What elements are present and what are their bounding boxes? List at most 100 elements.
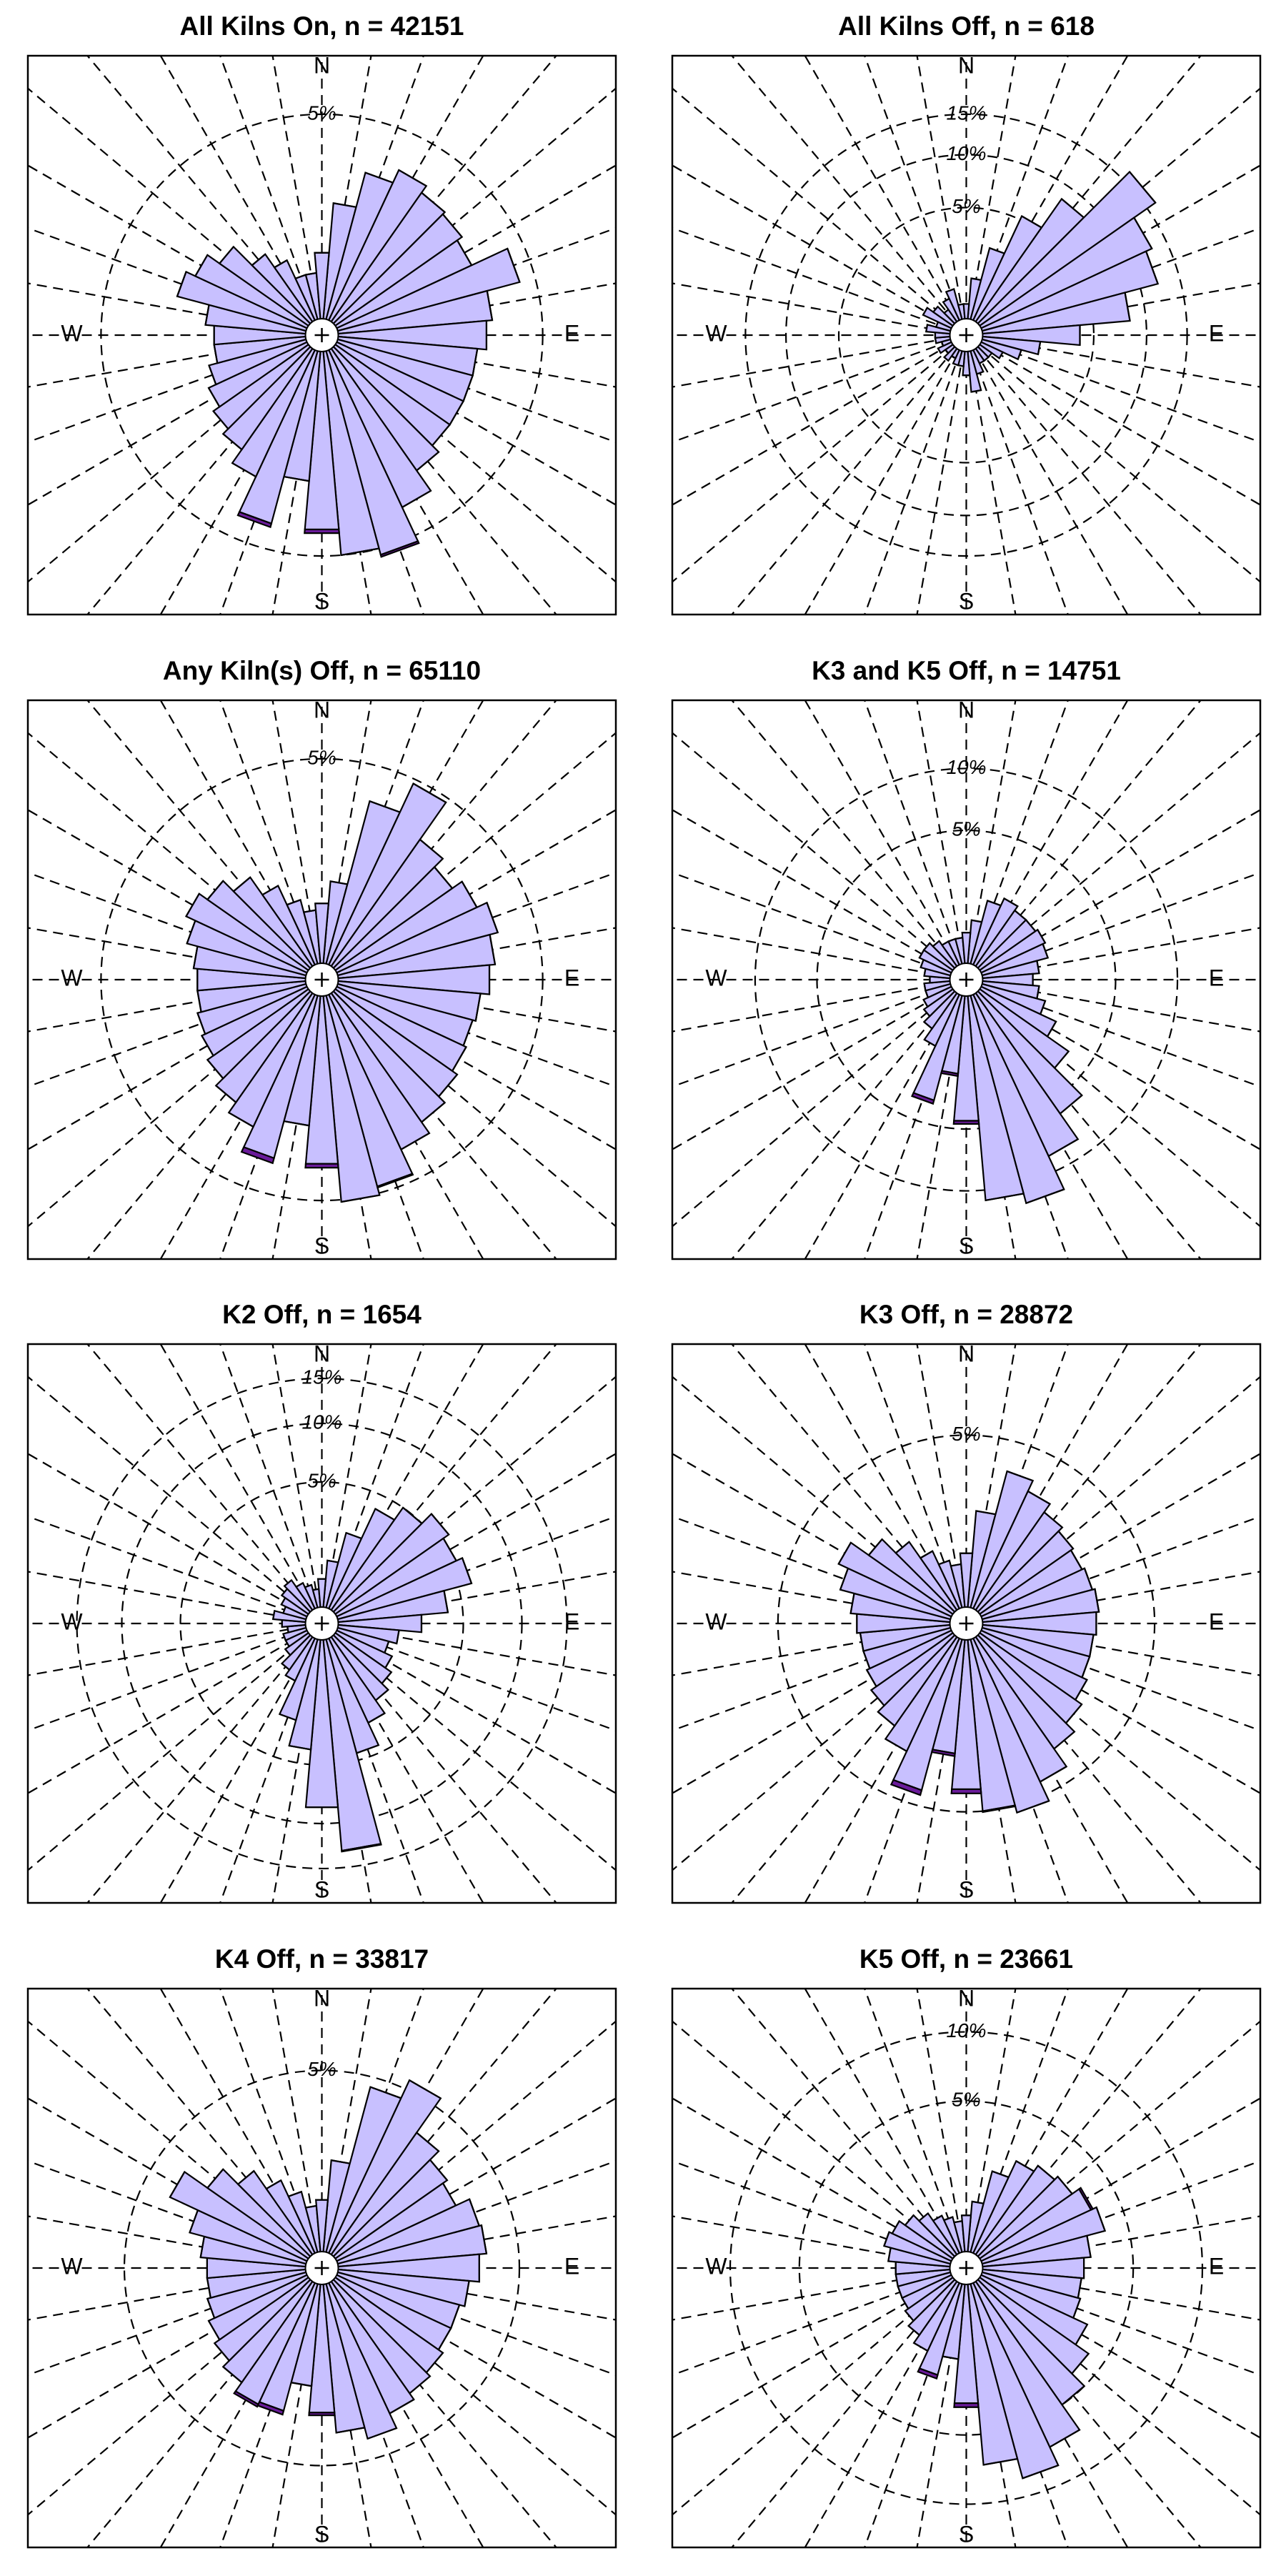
wind-bar [958,365,964,366]
plot-area: 5% 10% 15% [0,1205,741,2043]
compass-label: S [959,588,974,614]
wind-bar [309,2412,334,2415]
direction-spoke [1,1623,322,1893]
direction-spoke [179,1230,322,1623]
ring-label: 5% [952,195,980,217]
panel-title: Any Kiln(s) Off, n = 65110 [163,656,481,685]
ring-label: 10% [946,756,986,778]
ring-label: 5% [952,2089,980,2111]
direction-spoke [645,980,966,1249]
compass-label: E [564,1608,579,1634]
direction-spoke [0,1480,322,1623]
compass-label: S [959,2521,974,2547]
panel-title: K5 Off, n = 23661 [859,1944,1073,1974]
ring-label: 5% [307,2058,336,2080]
compass-label: E [1209,2253,1224,2279]
direction-spoke [572,836,966,980]
direction-spoke [0,1623,322,1767]
ring-label: 10% [946,2019,986,2042]
ring-label: 15% [301,1366,342,1388]
direction-spoke [572,192,966,335]
ring-label: 5% [307,746,336,768]
compass-label: E [1209,1608,1224,1634]
direction-spoke [823,0,967,335]
wind-bar [287,1626,288,1632]
ring-label: 15% [946,101,986,124]
plot-area: 5% 10% [547,561,1286,1399]
ring-label: 10% [946,142,986,164]
direction-spoke [1,1354,322,1623]
panel-title: K3 Off, n = 28872 [859,1300,1073,1329]
wind-bar [305,1164,338,1168]
ring-label: 5% [952,1423,980,1445]
ring-label: 10% [301,1411,342,1433]
direction-spoke [697,980,967,1301]
compass-label: E [1209,320,1224,346]
wind-bar [952,1789,982,1794]
compass-label: E [1209,965,1224,990]
compass-label: S [314,1233,329,1258]
direction-spoke [967,335,1286,605]
ring-label: 5% [952,817,980,840]
panel-title: K4 Off, n = 33817 [215,1944,429,1974]
wind-bar [304,529,339,533]
compass-label: S [959,1876,974,1902]
direction-spoke [697,335,967,656]
direction-spoke [894,0,967,335]
direction-spoke [967,335,1236,656]
compass-label: W [705,1608,727,1634]
plot-area: 5% [547,1205,1286,2043]
compass-label: W [705,965,727,990]
plot-area: 5% [0,0,741,755]
compass-label: W [61,965,83,990]
ring-label: 5% [307,1469,336,1491]
compass-label: W [61,2253,83,2279]
compass-label: S [314,2521,329,2547]
panel-title: K3 and K5 Off, n = 14751 [812,656,1121,685]
direction-spoke [0,1414,322,1623]
compass-label: W [61,1608,83,1634]
direction-spoke [823,586,967,980]
direction-spoke [53,1623,322,1944]
panel-title: All Kilns Off, n = 618 [838,11,1095,41]
direction-spoke [645,710,966,980]
compass-label: W [705,2253,727,2279]
plot-area: 5% 10% 15% [547,0,1286,755]
direction-spoke [697,659,967,980]
compass-label: S [314,588,329,614]
plot-area: 5% [0,561,741,1399]
direction-spoke [0,1623,322,1833]
wind-bar [954,2403,978,2407]
wind-bar [935,338,936,344]
direction-spoke [572,335,966,479]
compass-label: W [61,320,83,346]
direction-spoke [0,1623,322,1696]
ring-label: 5% [307,101,336,124]
direction-spoke [967,335,1286,544]
direction-spoke [572,980,966,1123]
direction-spoke [645,66,966,335]
direction-spoke [697,14,967,335]
compass-label: E [564,965,579,990]
panel-title: All Kilns On, n = 42151 [180,11,464,41]
direction-spoke [823,1874,967,2268]
compass-label: S [959,1233,974,1258]
compass-label: W [705,320,727,346]
direction-spoke [645,335,966,605]
compass-label: E [564,320,579,346]
panel-title: K2 Off, n = 1654 [222,1300,422,1329]
wind-bar [313,1589,319,1590]
wind-bar [954,1121,979,1124]
compass-label: E [564,2253,579,2279]
direction-spoke [53,1303,322,1623]
